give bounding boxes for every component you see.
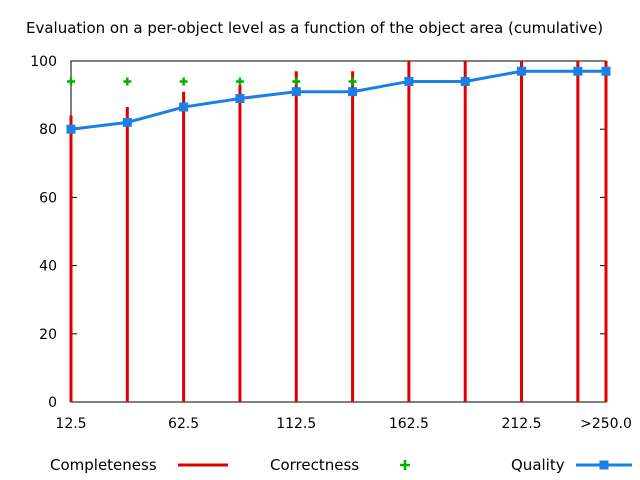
quality-point: [179, 102, 189, 112]
y-tick-label: 100: [30, 54, 57, 70]
quality-point: [122, 117, 132, 127]
y-tick-label: 0: [48, 395, 57, 411]
quality-point: [517, 66, 527, 76]
ticks: 0 20 40 60 80 100 12.5 62.5 112.5 162.5 212.5 >250.…: [30, 54, 632, 432]
legend-label-quality: Quality: [511, 456, 565, 474]
plot-frame: [70, 60, 607, 403]
quality-point: [291, 87, 301, 97]
x-tick-label: 12.5: [55, 416, 86, 432]
legend-label-completeness: Completeness: [50, 456, 157, 474]
correctness-point: [179, 77, 188, 86]
chart-title: Evaluation on a per-object level as a fu…: [26, 19, 603, 37]
quality-point: [348, 87, 358, 97]
x-tick-label: 112.5: [276, 416, 316, 432]
x-tick-label: 162.5: [389, 416, 429, 432]
correctness-point: [123, 77, 132, 86]
legend-label-correctness: Correctness: [270, 456, 359, 474]
quality-point: [601, 66, 611, 76]
x-tick-label: 212.5: [501, 416, 541, 432]
y-tick-label: 80: [39, 122, 57, 138]
axes: [70, 60, 607, 403]
quality-point: [460, 76, 470, 86]
quality-point: [573, 66, 583, 76]
x-tick-label: 62.5: [168, 416, 199, 432]
y-tick-label: 20: [39, 327, 57, 343]
quality-point: [235, 94, 245, 104]
correctness-point: [348, 77, 357, 86]
legend-marker-quality: [599, 460, 609, 470]
legend: Completeness Correctness Quality: [50, 456, 632, 474]
quality-point: [66, 124, 76, 134]
quality-line: [70, 69, 606, 131]
correctness-point: [292, 77, 301, 86]
legend-swatch-correctness: [400, 460, 410, 470]
y-tick-label: 60: [39, 190, 57, 206]
quality-point: [404, 76, 414, 86]
x-tick-label: >250.0: [580, 416, 632, 432]
correctness-point: [67, 77, 75, 86]
marks: [66, 61, 611, 402]
y-tick-label: 40: [39, 259, 57, 275]
correctness-point: [235, 77, 244, 86]
